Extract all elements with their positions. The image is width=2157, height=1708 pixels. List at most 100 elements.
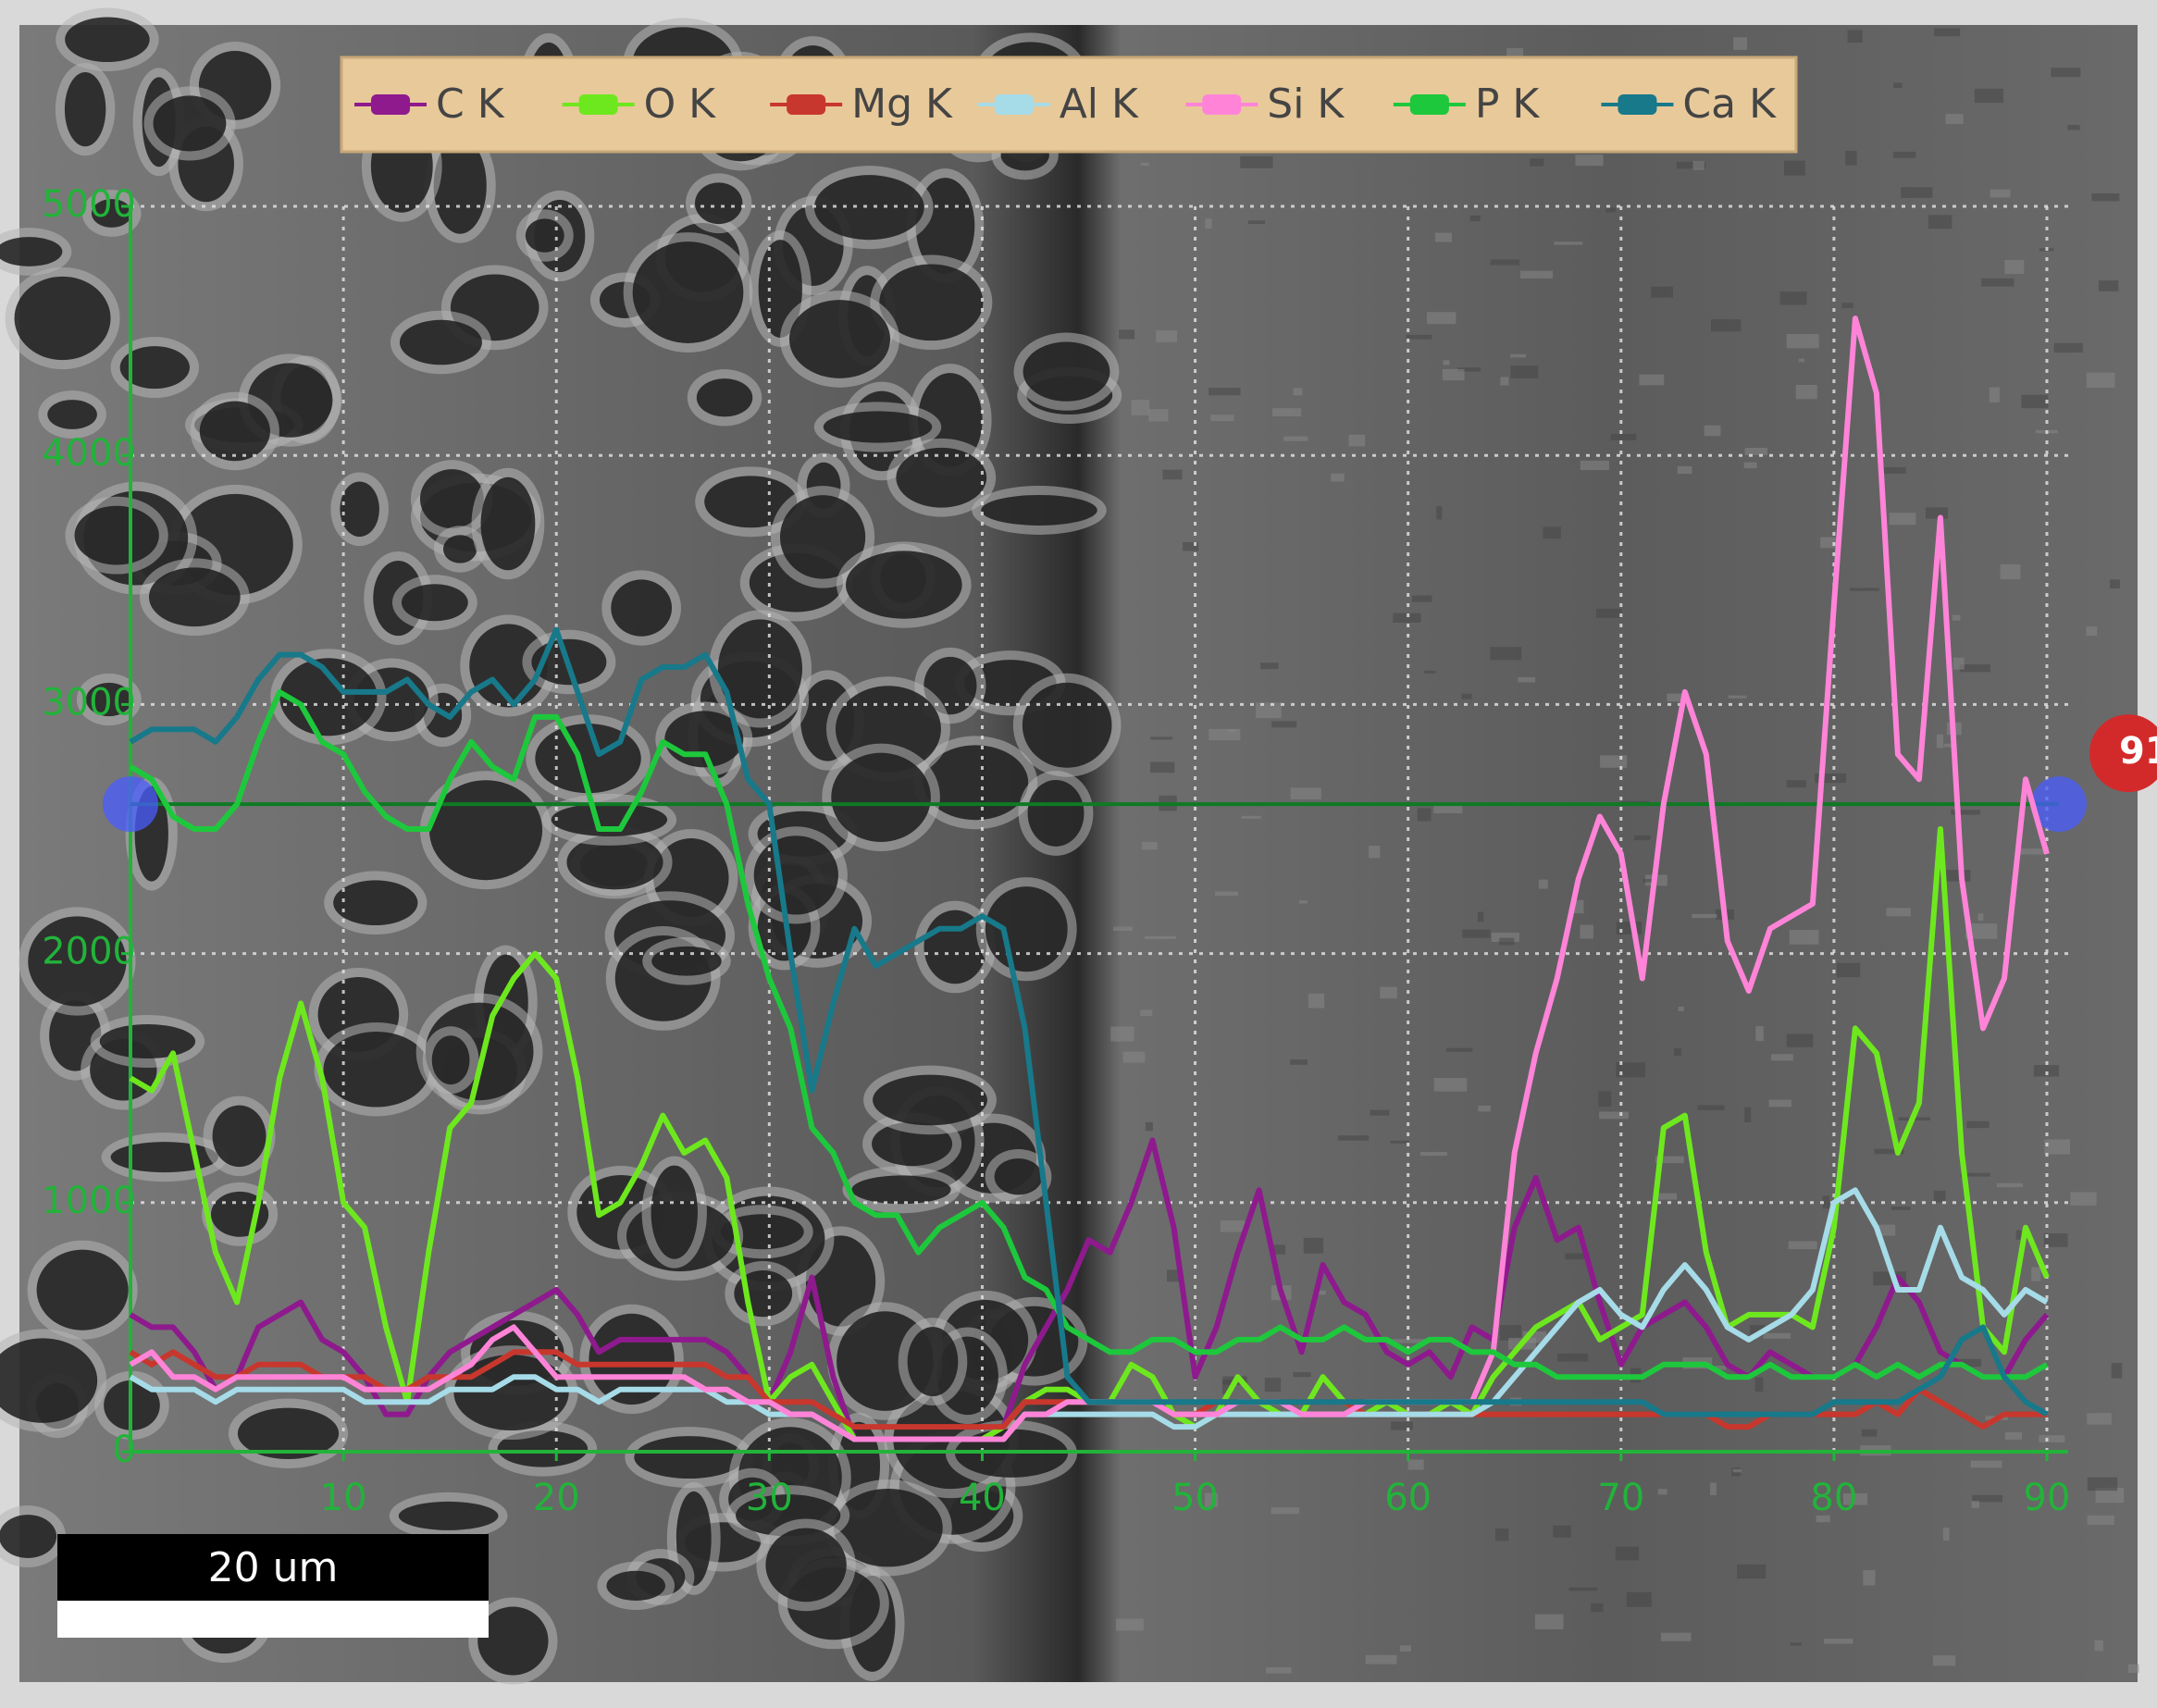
grain: [1942, 1528, 1950, 1541]
pore: [704, 476, 798, 528]
grain: [1676, 161, 1706, 169]
grain: [1568, 1587, 1597, 1591]
grain: [1989, 387, 2000, 402]
grain: [1795, 384, 1817, 400]
cursor-handle: [2031, 776, 2087, 833]
grain: [1215, 891, 1239, 897]
legend-swatch: [994, 94, 1034, 115]
grain: [2015, 1230, 2022, 1240]
grain: [1737, 1564, 1767, 1579]
grain: [1788, 1241, 1817, 1250]
grain: [1981, 278, 2014, 287]
grain: [1412, 595, 1432, 602]
grain: [1290, 1059, 1308, 1065]
grain: [1530, 158, 1544, 167]
grain: [1836, 962, 1861, 978]
grain: [2004, 260, 2025, 275]
grain: [1495, 1529, 1509, 1541]
grain: [1419, 1151, 1447, 1157]
grain: [1990, 189, 2011, 198]
pore: [14, 276, 111, 361]
y-tick-label: 2000: [42, 931, 136, 973]
grain: [1553, 1525, 1571, 1538]
grain: [1692, 161, 1705, 170]
pore: [323, 1031, 430, 1108]
legend-label: Mg K: [851, 80, 953, 128]
grain: [1952, 657, 1965, 670]
grain: [1271, 721, 1297, 728]
pore: [845, 551, 962, 619]
grain: [2053, 342, 2083, 353]
grain: [1209, 388, 1241, 396]
grain: [1557, 1353, 1589, 1362]
grain: [1861, 1429, 1878, 1437]
grain: [1678, 1006, 1684, 1011]
pore: [99, 1023, 196, 1058]
grain: [1293, 1372, 1311, 1378]
x-tick-label: 30: [746, 1477, 793, 1519]
grain: [1875, 1224, 1896, 1236]
grain: [1499, 937, 1515, 946]
scale-bar-label: 20 um: [208, 1544, 339, 1591]
pore: [433, 137, 487, 234]
grain: [1674, 1048, 1682, 1057]
grain: [2087, 1477, 2118, 1491]
grain: [1943, 743, 1956, 748]
y-tick-label: 4000: [42, 432, 136, 475]
grain: [2086, 372, 2115, 389]
grain: [1565, 1253, 1589, 1260]
pore: [0, 1515, 57, 1558]
pore: [0, 237, 63, 266]
grain: [1391, 1421, 1413, 1430]
pore: [47, 400, 97, 429]
pore: [431, 1035, 470, 1085]
grain: [1266, 1667, 1292, 1674]
grain: [1711, 319, 1742, 332]
legend-label: Al K: [1060, 80, 1139, 128]
grain: [1842, 1493, 1868, 1505]
pore: [879, 264, 984, 341]
pore: [442, 535, 477, 563]
grain: [1150, 736, 1173, 740]
grain: [1605, 207, 1617, 213]
grain: [1786, 1033, 1814, 1047]
grain: [1599, 1111, 1629, 1120]
grain: [1272, 408, 1302, 416]
grain: [1380, 986, 1397, 999]
grain: [1972, 1494, 2002, 1503]
grain: [1228, 728, 1236, 733]
grain: [1697, 1105, 1725, 1110]
grain: [1651, 286, 1673, 298]
grain: [1499, 1324, 1521, 1341]
grain: [1824, 1639, 1853, 1644]
grain: [1221, 1380, 1233, 1394]
pore: [153, 95, 227, 152]
grain: [2127, 1664, 2139, 1673]
grain: [1892, 151, 1916, 158]
grain: [1728, 695, 1747, 699]
pore: [110, 1142, 218, 1173]
x-tick-label: 90: [2024, 1477, 2071, 1519]
grain: [1204, 1492, 1219, 1508]
pore: [851, 1175, 951, 1205]
grain: [1426, 312, 1457, 325]
grain: [1596, 608, 1622, 618]
grain: [1337, 1135, 1370, 1141]
grain: [1901, 187, 1933, 198]
pore: [525, 218, 564, 253]
grain: [1952, 1358, 1982, 1368]
grain: [2094, 1640, 2103, 1652]
grain: [1655, 1156, 1684, 1164]
grain: [2033, 1065, 2060, 1077]
grain: [1945, 114, 1964, 125]
grain: [2109, 579, 2120, 589]
legend-swatch: [371, 94, 410, 115]
grain: [1142, 841, 1158, 850]
grain: [1786, 780, 1806, 788]
cursor-marker: [2089, 714, 2157, 793]
grain: [1789, 929, 1819, 945]
pore: [566, 835, 663, 890]
grain: [1247, 220, 1266, 224]
grain: [1433, 802, 1463, 813]
grain: [1660, 1632, 1692, 1641]
